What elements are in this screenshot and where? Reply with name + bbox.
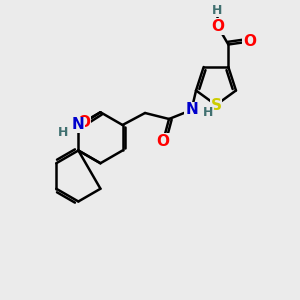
- Text: H: H: [203, 106, 213, 119]
- Text: O: O: [211, 19, 224, 34]
- Text: O: O: [77, 115, 90, 130]
- Text: S: S: [211, 98, 221, 112]
- Text: N: N: [185, 103, 198, 118]
- Text: O: O: [243, 34, 256, 49]
- Text: H: H: [212, 4, 222, 16]
- Text: H: H: [58, 126, 68, 139]
- Text: O: O: [157, 134, 169, 149]
- Text: N: N: [72, 118, 85, 133]
